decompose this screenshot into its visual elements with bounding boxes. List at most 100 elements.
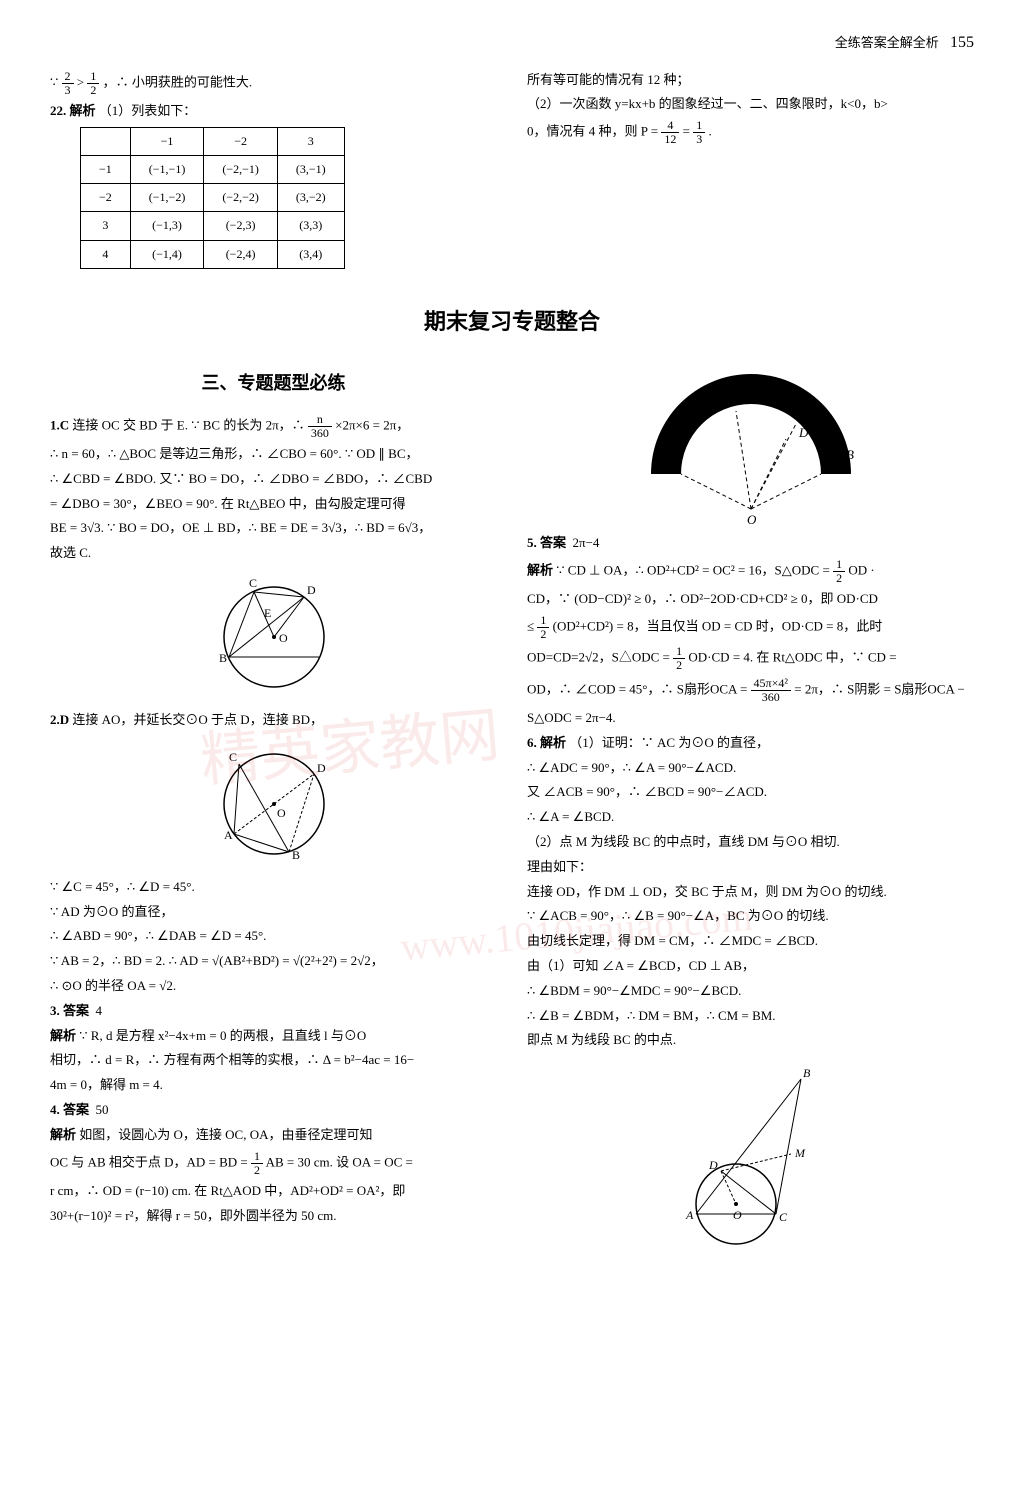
- svg-text:D: D: [708, 1158, 718, 1172]
- q6-t13: 即点 M 为线段 BC 的中点.: [527, 1030, 974, 1051]
- q3-ans-label: 答案: [63, 1003, 89, 1018]
- svg-text:A: A: [730, 377, 739, 392]
- q6-t11: ∴ ∠BDM = 90°−∠MDC = 90°−∠BCD.: [527, 981, 974, 1002]
- q5-t4: OD=CD=2√2，S△ODC = 12 OD·CD = 4. 在 Rt△ODC…: [527, 645, 974, 672]
- q1-t3: ∴ ∠CBD = ∠BDO. 又∵ BO = DO，∴ ∠DBO = ∠BDO，…: [50, 469, 497, 490]
- frac-2-3: 23: [62, 70, 74, 97]
- page-number: 155: [950, 34, 974, 51]
- svg-text:D: D: [798, 425, 809, 440]
- q6-t2: ∴ ∠ADC = 90°，∴ ∠A = 90°−∠ACD.: [527, 758, 974, 779]
- q5-t3: ≤ 12 (OD²+CD²) = 8，当且仅当 OD = CD 时，OD·CD …: [527, 614, 974, 641]
- svg-text:O: O: [733, 1208, 742, 1222]
- q6-analysis: 解析: [540, 735, 566, 750]
- q4-figure-arc: A C D B O: [621, 359, 881, 529]
- q1-t4: = ∠DBO = 30°，∠BEO = 90°. 在 Rt△BEO 中，由勾股定…: [50, 494, 497, 515]
- q2-label: 2.D: [50, 712, 69, 727]
- frac-1-2: 12: [673, 645, 685, 672]
- frac-4-12: 412: [661, 119, 679, 146]
- q4-label: 4.: [50, 1102, 60, 1117]
- svg-text:C: C: [229, 750, 237, 764]
- q3-analysis: 解析: [50, 1028, 76, 1043]
- frac-1-2: 12: [251, 1150, 263, 1177]
- q2-t5: ∵ AB = 2，∴ BD = 2. ∴ AD = √(AB²+BD²) = √…: [50, 951, 497, 972]
- section-title: 期末复习专题整合: [50, 304, 974, 339]
- svg-text:A: A: [224, 828, 233, 842]
- frac-1-2: 12: [537, 614, 549, 641]
- q5-t2: CD，∵ (OD−CD)² ≥ 0，∴ OD²−2OD·CD+CD² ≥ 0，即…: [527, 589, 974, 610]
- svg-text:D: D: [307, 583, 316, 597]
- q5-header: 5. 答案 2π−4: [527, 533, 974, 554]
- q6-t5: （2）点 M 为线段 BC 的中点时，直线 DM 与⊙O 相切.: [527, 832, 974, 853]
- svg-text:O: O: [747, 512, 757, 527]
- tr-line2b: 0，情况有 4 种，则 P = 412 = 13 .: [527, 119, 974, 146]
- q4-t4: 30²+(r−10)² = r²，解得 r = 50，即外圆半径为 50 cm.: [50, 1206, 497, 1227]
- q4-analysis: 解析: [50, 1127, 76, 1142]
- frac-1-3: 13: [693, 119, 705, 146]
- svg-text:A: A: [685, 1208, 694, 1222]
- q4-ans: 50: [96, 1102, 109, 1117]
- main-columns: 三、专题题型必练 1.C 连接 OC 交 BD 于 E. ∵ BC 的长为 2π…: [50, 359, 974, 1257]
- tr-line1: 所有等可能的情况有 12 种；: [527, 70, 974, 91]
- q6-label: 6.: [527, 735, 537, 750]
- page-header: 全练答案全解全析 155: [50, 30, 974, 56]
- svg-text:M: M: [794, 1146, 806, 1160]
- q22-line: 22. 解析 （1）列表如下：: [50, 101, 497, 122]
- table-row: 3(−1,3)(−2,3)(3,3): [81, 212, 345, 240]
- svg-text:B: B: [219, 651, 227, 665]
- frac-1-2: 12: [833, 558, 845, 585]
- q1-label: 1.C: [50, 417, 69, 432]
- outcome-table: −1 −2 3 −1(−1,−1)(−2,−1)(3,−1) −2(−1,−2)…: [80, 127, 345, 269]
- frac-45pi16-360: 45π×4²360: [751, 677, 791, 704]
- q2-figure: A B C D O: [194, 739, 354, 869]
- svg-text:O: O: [277, 806, 286, 820]
- q3-label: 3.: [50, 1003, 60, 1018]
- q5-t6: S△ODC = 2π−4.: [527, 708, 974, 729]
- q6-t3: 又 ∠ACB = 90°，∴ ∠BCD = 90°−∠ACD.: [527, 782, 974, 803]
- q6-header: 6. 解析 （1）证明：∵ AC 为⊙O 的直径，: [527, 733, 974, 754]
- svg-text:B: B: [803, 1066, 811, 1080]
- prob-top-line: ∵ 23 > 12 ，∴ 小明获胜的可能性大.: [50, 70, 497, 97]
- q2-t2: ∵ ∠C = 45°，∴ ∠D = 45°.: [50, 877, 497, 898]
- analysis-text: （1）列表如下：: [99, 103, 197, 118]
- q4-t2: OC 与 AB 相交于点 D，AD = BD = 12 AB = 30 cm. …: [50, 1150, 497, 1177]
- q2-line1: 2.D 连接 AO，并延长交⊙O 于点 D，连接 BD，: [50, 710, 497, 731]
- left-col: 三、专题题型必练 1.C 连接 OC 交 BD 于 E. ∵ BC 的长为 2π…: [50, 359, 497, 1257]
- frac-n-360: n360: [308, 413, 332, 440]
- q3-ans: 4: [96, 1003, 103, 1018]
- q3-t3: 4m = 0，解得 m = 4.: [50, 1075, 497, 1096]
- right-col: A C D B O 5. 答案 2π−4 解析 ∵ CD ⊥ OA，∴ OD²+…: [527, 359, 974, 1257]
- q5-ans-label: 答案: [540, 535, 566, 550]
- top-left-col: ∵ 23 > 12 ，∴ 小明获胜的可能性大. 22. 解析 （1）列表如下： …: [50, 66, 497, 284]
- q3-t2: 相切，∴ d = R，∴ 方程有两个相等的实根，∴ Δ = b²−4ac = 1…: [50, 1050, 497, 1071]
- top-columns: ∵ 23 > 12 ，∴ 小明获胜的可能性大. 22. 解析 （1）列表如下： …: [50, 66, 974, 284]
- svg-text:C: C: [799, 389, 808, 404]
- top-right-col: 所有等可能的情况有 12 种； （2）一次函数 y=kx+b 的图象经过一、二、…: [527, 66, 974, 284]
- frac-1-2: 12: [87, 70, 99, 97]
- q22-label: 22.: [50, 103, 66, 118]
- q2-t3: ∵ AD 为⊙O 的直径，: [50, 902, 497, 923]
- q4-body: 解析 如图，设圆心为 O，连接 OC, OA，由垂径定理可知: [50, 1125, 497, 1146]
- q6-t12: ∴ ∠B = ∠BDM，∴ DM = BM，∴ CM = BM.: [527, 1006, 974, 1027]
- q4-header: 4. 答案 50: [50, 1100, 497, 1121]
- svg-text:D: D: [317, 761, 326, 775]
- q6-t10: 由（1）可知 ∠A = ∠BCD，CD ⊥ AB，: [527, 956, 974, 977]
- svg-text:C: C: [249, 576, 257, 590]
- table-row: 4(−1,4)(−2,4)(3,4): [81, 240, 345, 268]
- q4-t3: r cm，∴ OD = (r−10) cm. 在 Rt△AOD 中，AD²+OD…: [50, 1181, 497, 1202]
- q1-line1: 1.C 连接 OC 交 BD 于 E. ∵ BC 的长为 2π，∴ n360 ×…: [50, 413, 497, 440]
- q6-t7: 连接 OD，作 DM ⊥ OD，交 BC 于点 M，则 DM 为⊙O 的切线.: [527, 882, 974, 903]
- q2-t6: ∴ ⊙O 的半径 OA = √2.: [50, 976, 497, 997]
- subsection-title: 三、专题题型必练: [50, 369, 497, 398]
- svg-text:B: B: [292, 848, 300, 862]
- header-label: 全练答案全解全析: [835, 35, 939, 50]
- q5-t5: OD，∴ ∠COD = 45°，∴ S扇形OCA = 45π×4²360 = 2…: [527, 677, 974, 704]
- q3-body: 解析 ∵ R, d 是方程 x²−4x+m = 0 的两根，且直线 l 与⊙O: [50, 1026, 497, 1047]
- q5-analysis: 解析: [527, 562, 553, 577]
- q2-t4: ∴ ∠ABD = 90°，∴ ∠DAB = ∠D = 45°.: [50, 926, 497, 947]
- q1-t5: BE = 3√3. ∵ BO = DO，OE ⊥ BD，∴ BE = DE = …: [50, 518, 497, 539]
- analysis-label: 解析: [70, 103, 96, 118]
- q5-label: 5.: [527, 535, 537, 550]
- table-header-row: −1 −2 3: [81, 127, 345, 155]
- svg-text:B: B: [846, 447, 854, 462]
- q1-t6: 故选 C.: [50, 543, 497, 564]
